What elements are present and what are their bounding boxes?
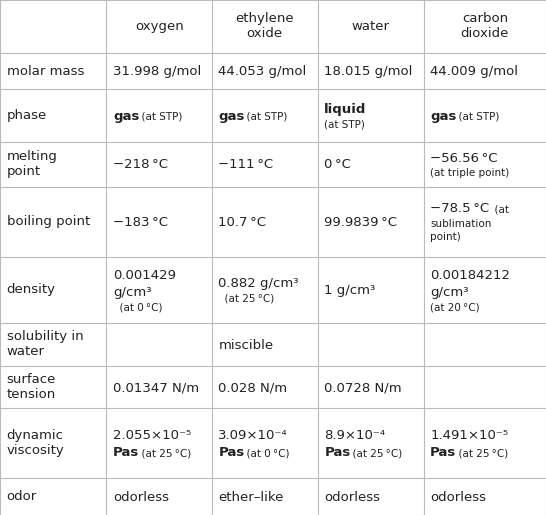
Text: density: density — [7, 283, 56, 296]
Text: (at 25 °C): (at 25 °C) — [346, 448, 402, 458]
Text: oxygen: oxygen — [135, 20, 183, 33]
Text: g/cm³: g/cm³ — [430, 286, 469, 299]
Text: 0.01347 N/m: 0.01347 N/m — [113, 381, 199, 394]
Text: solubility in
water: solubility in water — [7, 330, 83, 358]
Text: (at 0 °C): (at 0 °C) — [113, 302, 163, 312]
Text: gas: gas — [218, 110, 245, 123]
Text: sublimation: sublimation — [430, 219, 491, 229]
Text: −111 °C: −111 °C — [218, 159, 274, 171]
Text: melting
point: melting point — [7, 150, 57, 178]
Text: −183 °C: −183 °C — [113, 216, 168, 229]
Text: odorless: odorless — [324, 491, 381, 504]
Text: (at 0 °C): (at 0 °C) — [240, 448, 290, 458]
Text: −218 °C: −218 °C — [113, 159, 168, 171]
Text: 1.491×10⁻⁵: 1.491×10⁻⁵ — [430, 429, 508, 442]
Text: gas: gas — [430, 110, 456, 123]
Text: 10.7 °C: 10.7 °C — [218, 216, 266, 229]
Text: 2.055×10⁻⁵: 2.055×10⁻⁵ — [113, 429, 191, 442]
Text: 44.009 g/mol: 44.009 g/mol — [430, 65, 518, 78]
Text: 0.001429: 0.001429 — [113, 269, 176, 282]
Text: 0.00184212: 0.00184212 — [430, 269, 511, 282]
Text: (at 25 °C): (at 25 °C) — [452, 448, 508, 458]
Text: point): point) — [430, 232, 461, 243]
Text: 8.9×10⁻⁴: 8.9×10⁻⁴ — [324, 429, 385, 442]
Text: (at 20 °C): (at 20 °C) — [430, 302, 480, 312]
Text: water: water — [352, 20, 390, 33]
Text: Pas: Pas — [218, 447, 245, 459]
Text: −56.56 °C: −56.56 °C — [430, 151, 498, 165]
Text: molar mass: molar mass — [7, 65, 84, 78]
Text: odorless: odorless — [113, 491, 169, 504]
Text: ethylene
oxide: ethylene oxide — [235, 12, 294, 41]
Text: ether–like: ether–like — [218, 491, 284, 504]
Text: 0.028 N/m: 0.028 N/m — [218, 381, 288, 394]
Text: 0.0728 N/m: 0.0728 N/m — [324, 381, 402, 394]
Text: 18.015 g/mol: 18.015 g/mol — [324, 65, 413, 78]
Text: (at STP): (at STP) — [240, 112, 288, 122]
Text: (at STP): (at STP) — [324, 119, 365, 129]
Text: (at STP): (at STP) — [135, 112, 182, 122]
Text: Pas: Pas — [324, 447, 351, 459]
Text: −78.5 °C: −78.5 °C — [430, 202, 489, 215]
Text: (at 25 °C): (at 25 °C) — [135, 448, 191, 458]
Text: odorless: odorless — [430, 491, 486, 504]
Text: carbon
dioxide: carbon dioxide — [461, 12, 509, 41]
Text: 44.053 g/mol: 44.053 g/mol — [218, 65, 307, 78]
Text: Pas: Pas — [113, 447, 139, 459]
Text: (at 25 °C): (at 25 °C) — [218, 294, 275, 304]
Text: 99.9839 °C: 99.9839 °C — [324, 216, 397, 229]
Text: 0 °C: 0 °C — [324, 159, 351, 171]
Text: (at triple point): (at triple point) — [430, 168, 509, 178]
Text: Pas: Pas — [430, 447, 456, 459]
Text: 0.882 g/cm³: 0.882 g/cm³ — [218, 277, 299, 290]
Text: phase: phase — [7, 109, 47, 122]
Text: gas: gas — [113, 110, 139, 123]
Text: (at: (at — [488, 204, 509, 214]
Text: 3.09×10⁻⁴: 3.09×10⁻⁴ — [218, 429, 288, 442]
Text: miscible: miscible — [218, 338, 274, 352]
Text: dynamic
viscosity: dynamic viscosity — [7, 430, 64, 457]
Text: 1 g/cm³: 1 g/cm³ — [324, 284, 376, 297]
Text: g/cm³: g/cm³ — [113, 286, 152, 299]
Text: liquid: liquid — [324, 103, 367, 116]
Text: boiling point: boiling point — [7, 215, 90, 228]
Text: surface
tension: surface tension — [7, 373, 56, 401]
Text: (at STP): (at STP) — [452, 112, 500, 122]
Text: 31.998 g/mol: 31.998 g/mol — [113, 65, 201, 78]
Text: odor: odor — [7, 490, 37, 503]
